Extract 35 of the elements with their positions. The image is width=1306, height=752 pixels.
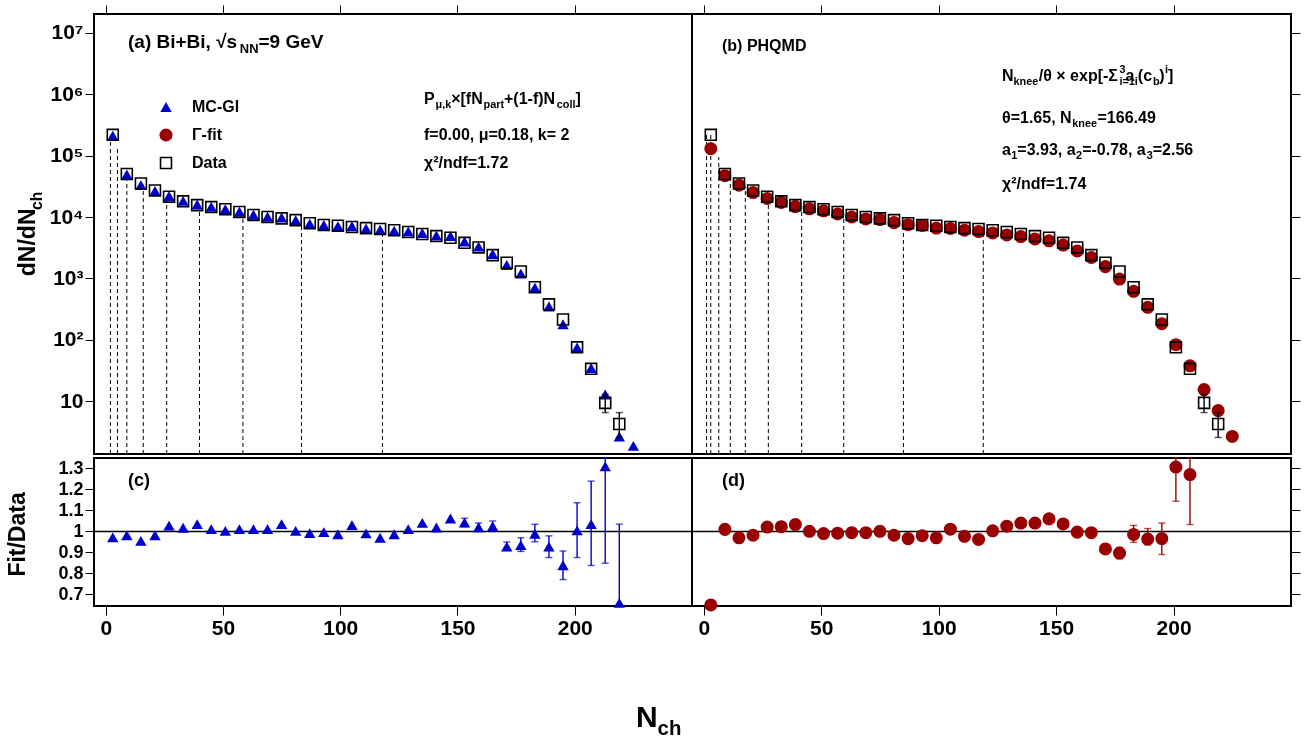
y-tick-label: 0.9 [58, 541, 84, 562]
x-tick-label: 50 [211, 615, 236, 639]
annotation: (b) PHQMD [722, 37, 807, 54]
y-tick-label: 0.8 [58, 562, 84, 583]
y-tick-label: 1.1 [58, 499, 84, 520]
annotation: (c) [128, 470, 150, 490]
x-tick-label: 0 [698, 615, 711, 639]
legend-label: Data [192, 154, 227, 171]
x-tick-label: 100 [921, 615, 957, 639]
annotation: f=0.00, μ=0.18, k= 2 [424, 126, 570, 143]
y-tick-label: 10⁴ [49, 204, 84, 228]
y-tick-label: 10⁷ [51, 20, 84, 44]
x-tick-label: 50 [810, 615, 834, 639]
y-tick-label: 10⁶ [50, 81, 84, 105]
x-tick-label: 200 [1156, 615, 1192, 639]
y-tick-label: 10² [53, 327, 84, 351]
y-tick-label: 10³ [53, 266, 84, 289]
annotation: (d) [722, 470, 745, 490]
y-tick-label: 10⁵ [50, 143, 84, 166]
y-tick-label: 1.3 [58, 458, 84, 478]
y-axis-title: Fit/Data [4, 492, 30, 577]
annotation: χ²/ndf=1.74 [1002, 175, 1087, 192]
x-tick-label: 0 [100, 615, 113, 639]
x-tick-label: 150 [440, 615, 476, 639]
y-tick-label: 10 [60, 388, 84, 412]
annotation: χ²/ndf=1.72 [424, 154, 509, 171]
y-tick-label: 0.7 [58, 583, 84, 604]
legend-label: Γ-fit [192, 126, 223, 143]
x-tick-label: 200 [557, 615, 593, 639]
legend-label: MC-Gl [192, 98, 240, 115]
y-tick-label: 1 [73, 520, 84, 541]
x-tick-label: 150 [1039, 615, 1075, 639]
y-tick-label: 1.2 [58, 478, 84, 499]
y-axis-title: dN/dNch [14, 191, 45, 277]
x-tick-label: 100 [323, 615, 359, 639]
